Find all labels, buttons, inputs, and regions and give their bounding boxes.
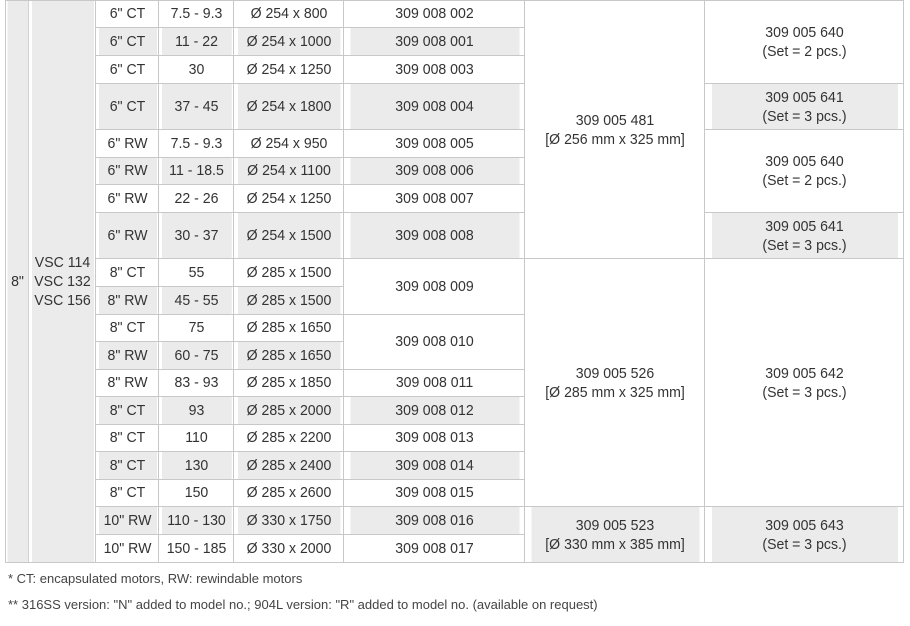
- motor-cell: 8" CT: [96, 258, 158, 287]
- dim-cell: Ø 254 x 1000: [236, 27, 341, 56]
- kw-cell: 30: [160, 55, 232, 84]
- motor-cell: 6" CT: [96, 83, 158, 130]
- sleeve-481: 309 005 481 [Ø 256 mm x 325 mm]: [529, 0, 700, 259]
- kw-cell: 130: [160, 451, 232, 480]
- motor-cell: 10" RW: [96, 506, 158, 535]
- set-c-text: 309 005 640 (Set = 2 pcs.): [761, 153, 847, 189]
- kw-cell: 150: [160, 479, 232, 507]
- kw-cell: 60 - 75: [160, 341, 232, 370]
- kw-cell: 150 - 185: [160, 534, 232, 563]
- motor-cell: 8" CT: [96, 396, 158, 425]
- dim-cell: Ø 254 x 950: [236, 129, 341, 158]
- dim-cell: Ø 254 x 1100: [236, 157, 341, 185]
- art-cell: 309 008 014: [348, 451, 520, 480]
- motor-cell: 8" RW: [96, 286, 158, 315]
- dim-cell: Ø 254 x 1250: [236, 184, 341, 213]
- set-b-text: 309 005 641 (Set = 3 pcs.): [761, 88, 847, 125]
- motor-cell: 6" CT: [96, 55, 158, 84]
- art-cell: 309 008 002: [348, 0, 520, 28]
- dim-cell: Ø 285 x 1850: [236, 369, 341, 397]
- sleeve-523-text: 309 005 523 [Ø 330 mm x 385 mm]: [544, 516, 685, 553]
- art-cell: 309 008 006: [348, 157, 520, 185]
- kw-cell: 83 - 93: [160, 369, 232, 397]
- set-cell-f: 309 005 643 (Set = 3 pcs.): [709, 506, 898, 563]
- dim-cell: Ø 330 x 2000: [236, 534, 341, 563]
- art-cell: 309 008 017: [348, 534, 520, 563]
- sleeve-481-text: 309 005 481 [Ø 256 mm x 325 mm]: [544, 111, 685, 148]
- set-d-text: 309 005 641 (Set = 3 pcs.): [761, 217, 847, 254]
- motor-cell: 6" CT: [96, 27, 158, 56]
- set-e-text: 309 005 642 (Set = 3 pcs.): [761, 364, 847, 401]
- dim-cell: Ø 254 x 1500: [236, 212, 341, 259]
- dim-cell: Ø 285 x 1500: [236, 258, 341, 287]
- dim-cell: Ø 285 x 2000: [236, 396, 341, 425]
- kw-cell: 110 - 130: [160, 506, 232, 535]
- sleeve-523: 309 005 523 [Ø 330 mm x 385 mm]: [529, 506, 700, 563]
- motor-cell: 10" RW: [96, 534, 158, 563]
- kw-cell: 37 - 45: [160, 83, 232, 130]
- set-f-text: 309 005 643 (Set = 3 pcs.): [761, 516, 847, 553]
- sleeve-526: 309 005 526 [Ø 285 mm x 325 mm]: [529, 258, 700, 507]
- footnote-material-versions: ** 316SS version: "N" added to model no.…: [8, 597, 598, 612]
- dim-cell: Ø 285 x 1650: [236, 314, 341, 342]
- art-cell: 309 008 001: [348, 27, 520, 56]
- size-cell: 8": [5, 0, 29, 563]
- art-cell: 309 008 013: [348, 424, 520, 452]
- art-cell: 309 008 010: [348, 314, 520, 370]
- kw-cell: 93: [160, 396, 232, 425]
- dim-cell: Ø 254 x 800: [236, 0, 341, 28]
- motor-cell: 6" RW: [96, 184, 158, 213]
- kw-cell: 22 - 26: [160, 184, 232, 213]
- dim-cell: Ø 285 x 2400: [236, 451, 341, 480]
- motor-cell: 8" RW: [96, 341, 158, 370]
- dim-cell: Ø 285 x 1650: [236, 341, 341, 370]
- art-cell: 309 008 009: [348, 258, 520, 315]
- art-cell: 309 008 008: [348, 212, 520, 259]
- art-cell: 309 008 003: [348, 55, 520, 84]
- motor-cell: 6" RW: [96, 129, 158, 158]
- set-a-text: 309 005 640 (Set = 2 pcs.): [761, 24, 847, 60]
- dim-cell: Ø 254 x 1800: [236, 83, 341, 130]
- art-cell: 309 008 016: [348, 506, 520, 535]
- kw-cell: 75: [160, 314, 232, 342]
- kw-cell: 30 - 37: [160, 212, 232, 259]
- motor-cell: 8" CT: [96, 314, 158, 342]
- motor-cell: 8" CT: [96, 451, 158, 480]
- set-cell-d: 309 005 641 (Set = 3 pcs.): [709, 212, 898, 259]
- dim-cell: Ø 254 x 1250: [236, 55, 341, 84]
- kw-cell: 45 - 55: [160, 286, 232, 315]
- kw-cell: 55: [160, 258, 232, 287]
- art-cell: 309 008 015: [348, 479, 520, 507]
- housing-models: VSC 114 VSC 132 VSC 156: [33, 254, 91, 309]
- spec-table: 8" VSC 114 VSC 132 VSC 156 6" CT 7.5 - 9…: [5, 0, 904, 563]
- dim-cell: Ø 285 x 1500: [236, 286, 341, 315]
- kw-cell: 7.5 - 9.3: [160, 129, 232, 158]
- art-cell: 309 008 004: [348, 83, 520, 130]
- kw-cell: 11 - 18.5: [160, 157, 232, 185]
- kw-cell: 11 - 22: [160, 27, 232, 56]
- dim-cell: Ø 330 x 1750: [236, 506, 341, 535]
- motor-cell: 6" RW: [96, 212, 158, 259]
- art-cell: 309 008 011: [348, 369, 520, 397]
- set-cell-a: 309 005 640 (Set = 2 pcs.): [709, 0, 898, 84]
- motor-cell: 6" RW: [96, 157, 158, 185]
- motor-cell: 6" CT: [96, 0, 158, 28]
- footnote-motor-types: * CT: encapsulated motors, RW: rewindabl…: [8, 571, 303, 586]
- dim-cell: Ø 285 x 2200: [236, 424, 341, 452]
- art-cell: 309 008 005: [348, 129, 520, 158]
- motor-cell: 8" RW: [96, 369, 158, 397]
- art-cell: 309 008 012: [348, 396, 520, 425]
- art-cell: 309 008 007: [348, 184, 520, 213]
- set-cell-b: 309 005 641 (Set = 3 pcs.): [709, 83, 898, 130]
- set-cell-e: 309 005 642 (Set = 3 pcs.): [709, 258, 898, 507]
- set-cell-c: 309 005 640 (Set = 2 pcs.): [709, 129, 898, 213]
- motor-cell: 8" CT: [96, 479, 158, 507]
- motor-cell: 8" CT: [96, 424, 158, 452]
- housing-models-cell: VSC 114 VSC 132 VSC 156: [30, 0, 94, 563]
- sleeve-526-text: 309 005 526 [Ø 285 mm x 325 mm]: [544, 364, 685, 401]
- kw-cell: 110: [160, 424, 232, 452]
- kw-cell: 7.5 - 9.3: [160, 0, 232, 28]
- dim-cell: Ø 285 x 2600: [236, 479, 341, 507]
